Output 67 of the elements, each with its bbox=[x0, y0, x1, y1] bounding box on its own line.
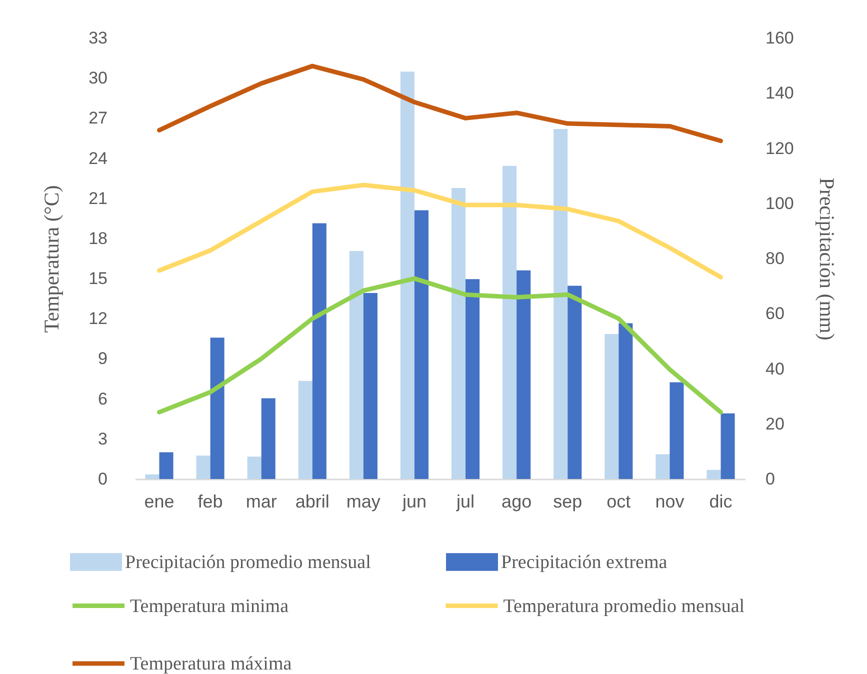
y2-tick-label: 120 bbox=[766, 138, 794, 158]
bar bbox=[261, 398, 276, 479]
line-series bbox=[156, 276, 724, 414]
y-tick-label: 0 bbox=[98, 470, 108, 488]
y-tick-label: 6 bbox=[98, 389, 108, 408]
bar bbox=[670, 382, 684, 479]
bar bbox=[210, 338, 224, 479]
x-tick-label: abril bbox=[295, 492, 330, 512]
y2-tick-label: 100 bbox=[766, 194, 794, 213]
y2-tick-label: 140 bbox=[766, 84, 794, 103]
x-tick-label: sep bbox=[553, 492, 582, 512]
bar bbox=[466, 279, 480, 479]
y-tick-label: 30 bbox=[88, 68, 108, 88]
y2-tick-label: 80 bbox=[766, 249, 784, 268]
bar bbox=[349, 251, 364, 479]
bar bbox=[656, 454, 670, 479]
x-tick-label: ago bbox=[502, 492, 532, 512]
bar bbox=[414, 210, 429, 479]
y-axis-title: Temperatura (°C) bbox=[40, 185, 64, 333]
bar bbox=[363, 292, 378, 479]
x-tick-label: may bbox=[346, 492, 380, 512]
x-tick-label: jul bbox=[456, 492, 475, 512]
legend-label: Precipitación promedio mensual bbox=[125, 552, 371, 573]
bar bbox=[451, 188, 466, 479]
line-series bbox=[156, 64, 724, 144]
y-tick-label: 33 bbox=[88, 28, 108, 48]
bar bbox=[312, 223, 326, 479]
bar bbox=[502, 166, 517, 479]
bar bbox=[159, 452, 174, 479]
y2-tick-label: 160 bbox=[766, 28, 794, 48]
bar bbox=[145, 474, 160, 479]
x-tick-label: ene bbox=[144, 492, 174, 512]
bar bbox=[720, 413, 735, 479]
bar bbox=[247, 456, 262, 479]
bar bbox=[516, 270, 531, 479]
bar bbox=[568, 286, 582, 479]
y-tick-label: 21 bbox=[88, 188, 108, 208]
line-series bbox=[156, 182, 724, 280]
y-tick-label: 18 bbox=[88, 228, 108, 248]
x-tick-label: nov bbox=[655, 492, 684, 512]
legend-label: Precipitación extrema bbox=[501, 552, 668, 573]
y-tick-label: 9 bbox=[98, 349, 108, 368]
y2-tick-label: 60 bbox=[766, 304, 784, 324]
bar bbox=[618, 323, 633, 479]
y2-tick-label: 40 bbox=[766, 359, 784, 378]
x-tick-label: feb bbox=[198, 492, 223, 512]
bar bbox=[554, 128, 568, 479]
y-tick-label: 27 bbox=[88, 108, 108, 128]
y2-tick-label: 20 bbox=[766, 414, 784, 434]
y-tick-label: 24 bbox=[88, 148, 108, 168]
x-tick-label: oct bbox=[606, 492, 631, 512]
x-tick-label: jun bbox=[401, 492, 426, 512]
y-tick-label: 12 bbox=[88, 309, 108, 328]
x-tick-label: dic bbox=[709, 492, 732, 512]
legend-label: Temperatura promedio mensual bbox=[503, 596, 745, 617]
y-tick-label: 15 bbox=[88, 269, 108, 288]
y2-tick-label: 0 bbox=[766, 470, 775, 488]
y2-axis-title: Precipitación (mm) bbox=[814, 178, 839, 340]
bar bbox=[196, 456, 210, 479]
legend-label: Temperatura máxima bbox=[130, 654, 292, 674]
legend-label: Temperatura minima bbox=[130, 596, 290, 617]
bar bbox=[400, 72, 414, 479]
bar bbox=[706, 470, 721, 479]
bar bbox=[298, 380, 312, 479]
y-tick-label: 3 bbox=[98, 429, 108, 448]
x-tick-label: mar bbox=[246, 492, 277, 512]
bar bbox=[604, 334, 619, 479]
